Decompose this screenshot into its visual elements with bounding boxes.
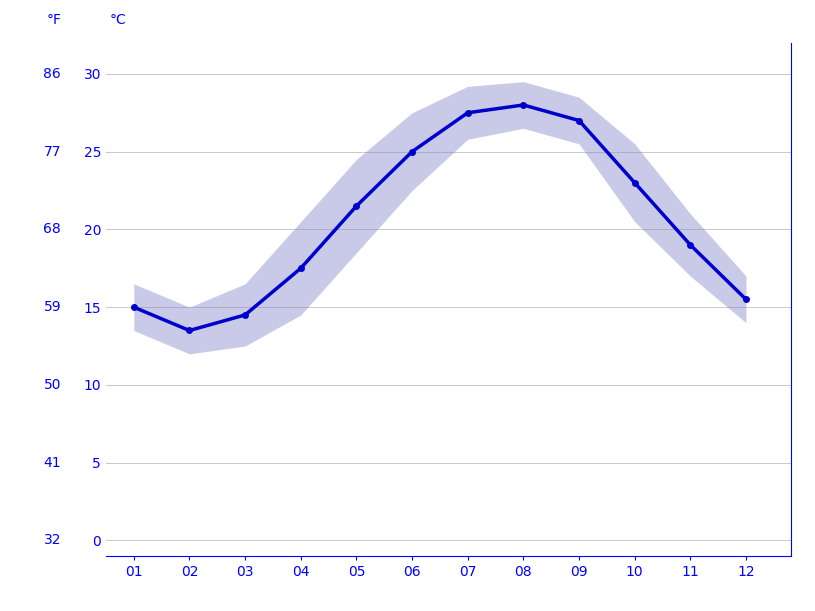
Text: 32: 32 — [44, 533, 61, 547]
Text: 59: 59 — [43, 300, 61, 314]
Text: 50: 50 — [44, 378, 61, 392]
Text: 41: 41 — [43, 456, 61, 470]
Text: 77: 77 — [44, 145, 61, 159]
Text: 68: 68 — [43, 222, 61, 236]
Text: °F: °F — [46, 13, 61, 27]
Text: °C: °C — [110, 13, 127, 27]
Text: 86: 86 — [43, 67, 61, 81]
